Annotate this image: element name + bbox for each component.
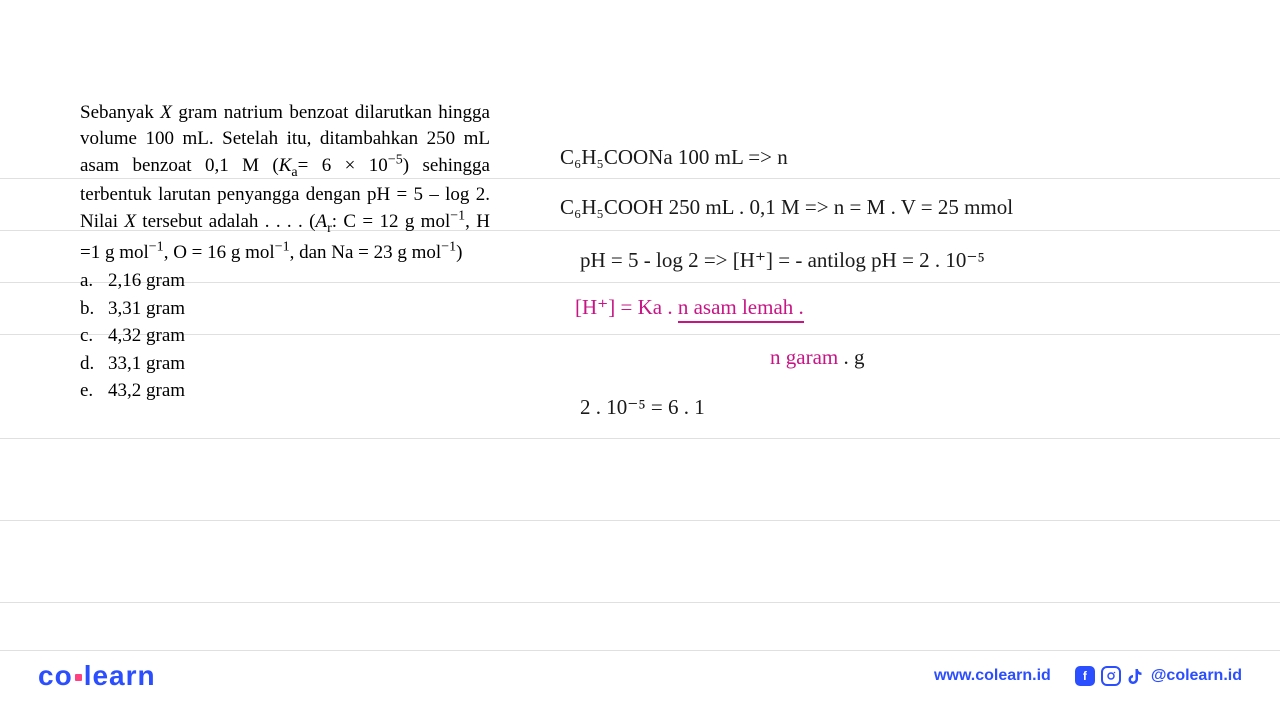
option-text: 3,31 gram	[108, 296, 185, 322]
question-text-block: Sebanyak X gram natrium benzoat dilarutk…	[80, 100, 490, 406]
handwriting-line-6: 2 . 10⁻⁵ = 6 . 1	[580, 395, 705, 420]
option-letter: b.	[80, 296, 108, 322]
footer: colearn www.colearn.id f @colearn.id	[0, 660, 1280, 692]
option-letter: c.	[80, 323, 108, 349]
tiktok-svg	[1127, 667, 1143, 685]
social-icons: f @colearn.id	[1075, 666, 1242, 686]
q-text: Sebanyak X gram natrium benzoat dilarutk…	[80, 102, 490, 263]
logo: colearn	[38, 660, 156, 692]
option-text: 4,32 gram	[108, 323, 185, 349]
logo-text-learn: learn	[84, 660, 156, 691]
handwriting-line-2: C₆H₅COOH 250 mL . 0,1 M => n = M . V = 2…	[560, 195, 1013, 220]
handwriting-line-1: C₆H₅COONa 100 mL => n	[560, 145, 788, 170]
social-handle: @colearn.id	[1151, 667, 1242, 685]
hw-formula-part: n garam	[770, 345, 843, 369]
option-letter: a.	[80, 268, 108, 294]
option-a: a. 2,16 gram	[80, 268, 490, 294]
option-text: 2,16 gram	[108, 268, 185, 294]
answer-options: a. 2,16 gram b. 3,31 gram c. 4,32 gram d…	[80, 268, 490, 404]
website-url: www.colearn.id	[934, 667, 1051, 685]
hw-formula-part: [H⁺] = Ka .	[575, 295, 678, 319]
ruled-line	[0, 650, 1280, 651]
footer-right: www.colearn.id f @colearn.id	[934, 666, 1242, 686]
option-d: d. 33,1 gram	[80, 351, 490, 377]
handwriting-line-5: n garam . g	[770, 345, 864, 370]
option-c: c. 4,32 gram	[80, 323, 490, 349]
option-letter: d.	[80, 351, 108, 377]
hw-underlined: n asam lemah .	[678, 295, 804, 323]
ruled-line	[0, 438, 1280, 439]
question-paragraph: Sebanyak X gram natrium benzoat dilarutk…	[80, 100, 490, 266]
facebook-icon: f	[1075, 666, 1095, 686]
ruled-line	[0, 520, 1280, 521]
logo-dot-icon	[75, 674, 82, 681]
logo-text-co: co	[38, 660, 73, 691]
option-text: 33,1 gram	[108, 351, 185, 377]
handwriting-line-4: [H⁺] = Ka . n asam lemah .	[575, 295, 804, 323]
option-letter: e.	[80, 378, 108, 404]
tiktok-icon	[1127, 666, 1145, 686]
handwriting-line-3: pH = 5 - log 2 => [H⁺] = - antilog pH = …	[580, 248, 985, 273]
option-text: 43,2 gram	[108, 378, 185, 404]
option-e: e. 43,2 gram	[80, 378, 490, 404]
instagram-svg	[1105, 670, 1117, 682]
hw-formula-part: . g	[843, 345, 864, 369]
ruled-line	[0, 602, 1280, 603]
option-b: b. 3,31 gram	[80, 296, 490, 322]
instagram-icon	[1101, 666, 1121, 686]
